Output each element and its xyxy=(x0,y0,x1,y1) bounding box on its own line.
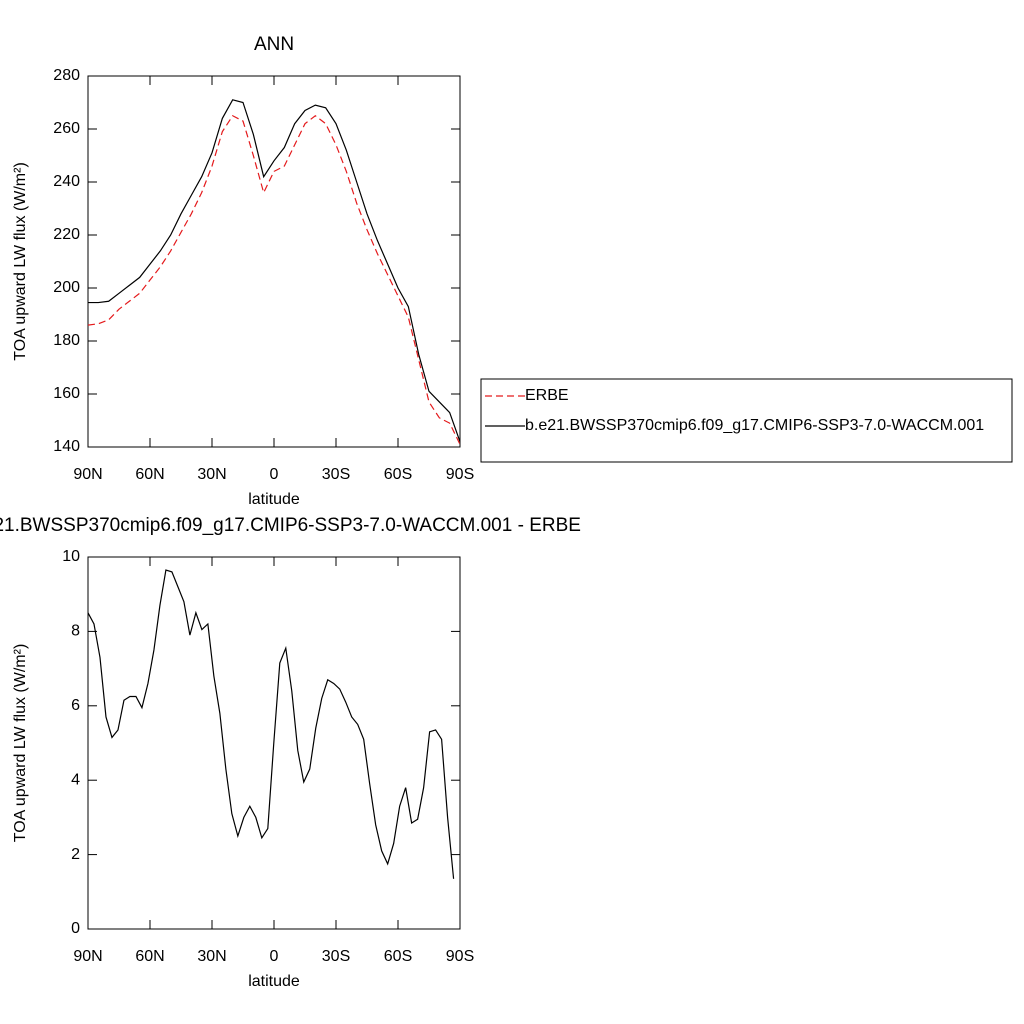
x-tick-label: 0 xyxy=(270,466,279,483)
y-tick-label: 280 xyxy=(53,67,80,84)
x-tick-label: 90N xyxy=(73,948,102,965)
legend-label: b.e21.BWSSP370cmip6.f09_g17.CMIP6-SSP3-7… xyxy=(525,417,984,434)
x-tick-label: 60S xyxy=(384,466,412,483)
legend-label: ERBE xyxy=(525,387,569,404)
x-tick-label: 60S xyxy=(384,948,412,965)
y-tick-label: 8 xyxy=(71,623,80,640)
x-tick-label: 90N xyxy=(73,466,102,483)
x-tick-label: 60N xyxy=(135,948,164,965)
chart-title: b.e21.BWSSP370cmip6.f09_g17.CMIP6-SSP3-7… xyxy=(0,515,581,536)
y-tick-label: 260 xyxy=(53,120,80,137)
y-tick-label: 4 xyxy=(71,771,80,788)
x-tick-label: 30S xyxy=(322,948,350,965)
y-tick-label: 140 xyxy=(53,438,80,455)
x-axis-label: latitude xyxy=(248,491,300,508)
x-tick-label: 90S xyxy=(446,466,474,483)
x-tick-label: 30S xyxy=(322,466,350,483)
y-tick-label: 240 xyxy=(53,173,80,190)
y-axis-label: TOA upward LW flux (W/m²) xyxy=(12,162,29,361)
x-tick-label: 30N xyxy=(197,948,226,965)
legend-box xyxy=(480,378,1013,463)
y-tick-label: 10 xyxy=(62,548,80,565)
y-tick-label: 180 xyxy=(53,332,80,349)
plot-frame xyxy=(87,75,461,448)
y-tick-label: 220 xyxy=(53,226,80,243)
data-line xyxy=(87,569,455,879)
data-line xyxy=(87,114,461,445)
x-tick-label: 90S xyxy=(446,948,474,965)
x-axis-label: latitude xyxy=(248,973,300,990)
y-tick-label: 2 xyxy=(71,846,80,863)
y-tick-label: 6 xyxy=(71,697,80,714)
data-line xyxy=(88,99,461,442)
y-axis-label: TOA upward LW flux (W/m²) xyxy=(12,644,29,843)
x-tick-label: 30N xyxy=(197,466,226,483)
x-tick-label: 0 xyxy=(270,948,279,965)
x-tick-label: 60N xyxy=(135,466,164,483)
chart-title: ANN xyxy=(254,34,294,55)
y-tick-label: 0 xyxy=(71,920,80,937)
y-tick-label: 160 xyxy=(53,385,80,402)
y-tick-label: 200 xyxy=(53,279,80,296)
